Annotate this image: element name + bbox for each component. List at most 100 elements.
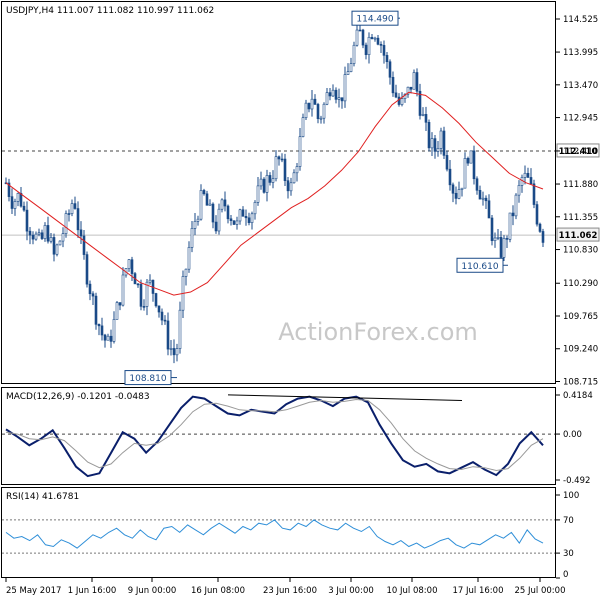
candle-body [55, 244, 59, 255]
candle-body [202, 190, 206, 195]
candle-body [241, 209, 245, 217]
candle-body [58, 240, 62, 246]
candle-body [358, 29, 362, 32]
candle-body [298, 136, 302, 167]
candle-body [34, 233, 38, 240]
candle-body [430, 138, 434, 149]
candle-body [445, 155, 449, 170]
price-axis-label: 110.830 [563, 246, 598, 256]
candle-body [538, 223, 542, 232]
candle-body [166, 320, 170, 350]
candle-body [121, 274, 125, 306]
candle-body [190, 228, 194, 248]
price-axis-label: 112.945 [563, 114, 598, 124]
annotation-label: 110.610 [461, 262, 498, 272]
candle-body [280, 158, 284, 161]
candle-body [526, 172, 530, 178]
time-axis-label: 17 Jul 16:00 [453, 586, 504, 596]
macd-signal-line [5, 398, 544, 472]
candle-body [385, 55, 389, 63]
candle-body [409, 86, 413, 90]
candle-body [463, 158, 467, 189]
candle-body [331, 89, 335, 97]
candle-body [508, 212, 512, 240]
macd-panel-header: MACD(12,26,9) -0.1201 -0.0483 [6, 392, 150, 402]
price-axis-label: 113.470 [563, 81, 598, 91]
candle-body [337, 97, 341, 100]
candle-body [22, 205, 26, 211]
candle-body [223, 199, 227, 207]
candle-body [265, 175, 269, 193]
candle-body [535, 204, 539, 225]
annotation-label: 114.490 [356, 15, 393, 25]
candle-body [13, 201, 17, 209]
candle-body [97, 324, 101, 327]
candle-body [310, 98, 314, 110]
candle-body [412, 72, 416, 90]
price-axis-label: 111.880 [563, 180, 598, 190]
candle-body [94, 295, 98, 325]
price-axis-label: 111.355 [563, 213, 598, 223]
rsi-axis-label: 100 [563, 491, 579, 501]
candle-body [247, 217, 251, 223]
price-axis-label: 110.290 [563, 279, 598, 289]
candle-body [214, 221, 218, 232]
rsi-axis-label: 70 [563, 516, 574, 526]
candle-body [472, 150, 476, 180]
candle-body [211, 203, 215, 223]
candle-body [487, 200, 491, 219]
candle-body [67, 213, 71, 215]
annotation-box [456, 257, 504, 273]
watermark: ActionForex.com [278, 318, 478, 346]
candle-body [112, 319, 116, 342]
candle-body [148, 279, 152, 283]
candle-body [283, 158, 287, 181]
candle-body [394, 92, 398, 98]
candle-body [319, 117, 323, 120]
candle-body [238, 209, 242, 222]
candle-body [466, 158, 470, 164]
candle-body [88, 283, 92, 295]
candle-body [343, 74, 347, 102]
candle-body [304, 102, 308, 119]
annotation-label: 108.810 [129, 374, 166, 384]
candle-body [268, 175, 272, 183]
candle-body [334, 89, 338, 100]
rsi-panel-border [1, 487, 556, 578]
candle-body [427, 122, 431, 149]
candle-body [406, 86, 410, 95]
candle-body [436, 148, 440, 152]
candle-body [418, 90, 422, 116]
candle-body [433, 138, 437, 152]
candle-body [73, 203, 77, 209]
candle-body [175, 348, 179, 356]
candle-body [442, 130, 446, 156]
candle-body [169, 348, 173, 350]
candle-body [100, 325, 104, 336]
candle-body [313, 98, 317, 105]
candle-body [457, 189, 461, 199]
candle-body [397, 96, 401, 105]
candle-body [142, 306, 146, 308]
candle-body [139, 283, 143, 307]
candle-body [76, 208, 80, 231]
candle-body [220, 199, 224, 210]
candle-body [328, 92, 332, 97]
rsi-axis-label: 0 [563, 570, 568, 580]
candle-body [28, 230, 32, 236]
candle-body [184, 268, 188, 277]
candle-body [325, 92, 329, 105]
candle-body [307, 102, 311, 110]
time-axis-label: 16 Jun 08:00 [191, 586, 245, 596]
candle-body [187, 247, 191, 270]
price-axis-label: 113.995 [563, 48, 598, 58]
macd-trendline [227, 394, 463, 401]
candle-body [52, 237, 56, 255]
candle-body [355, 29, 359, 46]
candle-body [421, 114, 425, 116]
candle-body [205, 193, 209, 206]
time-axis-label: 10 Jul 08:00 [387, 586, 438, 596]
candle-body [103, 334, 107, 341]
candle-body [16, 192, 20, 202]
